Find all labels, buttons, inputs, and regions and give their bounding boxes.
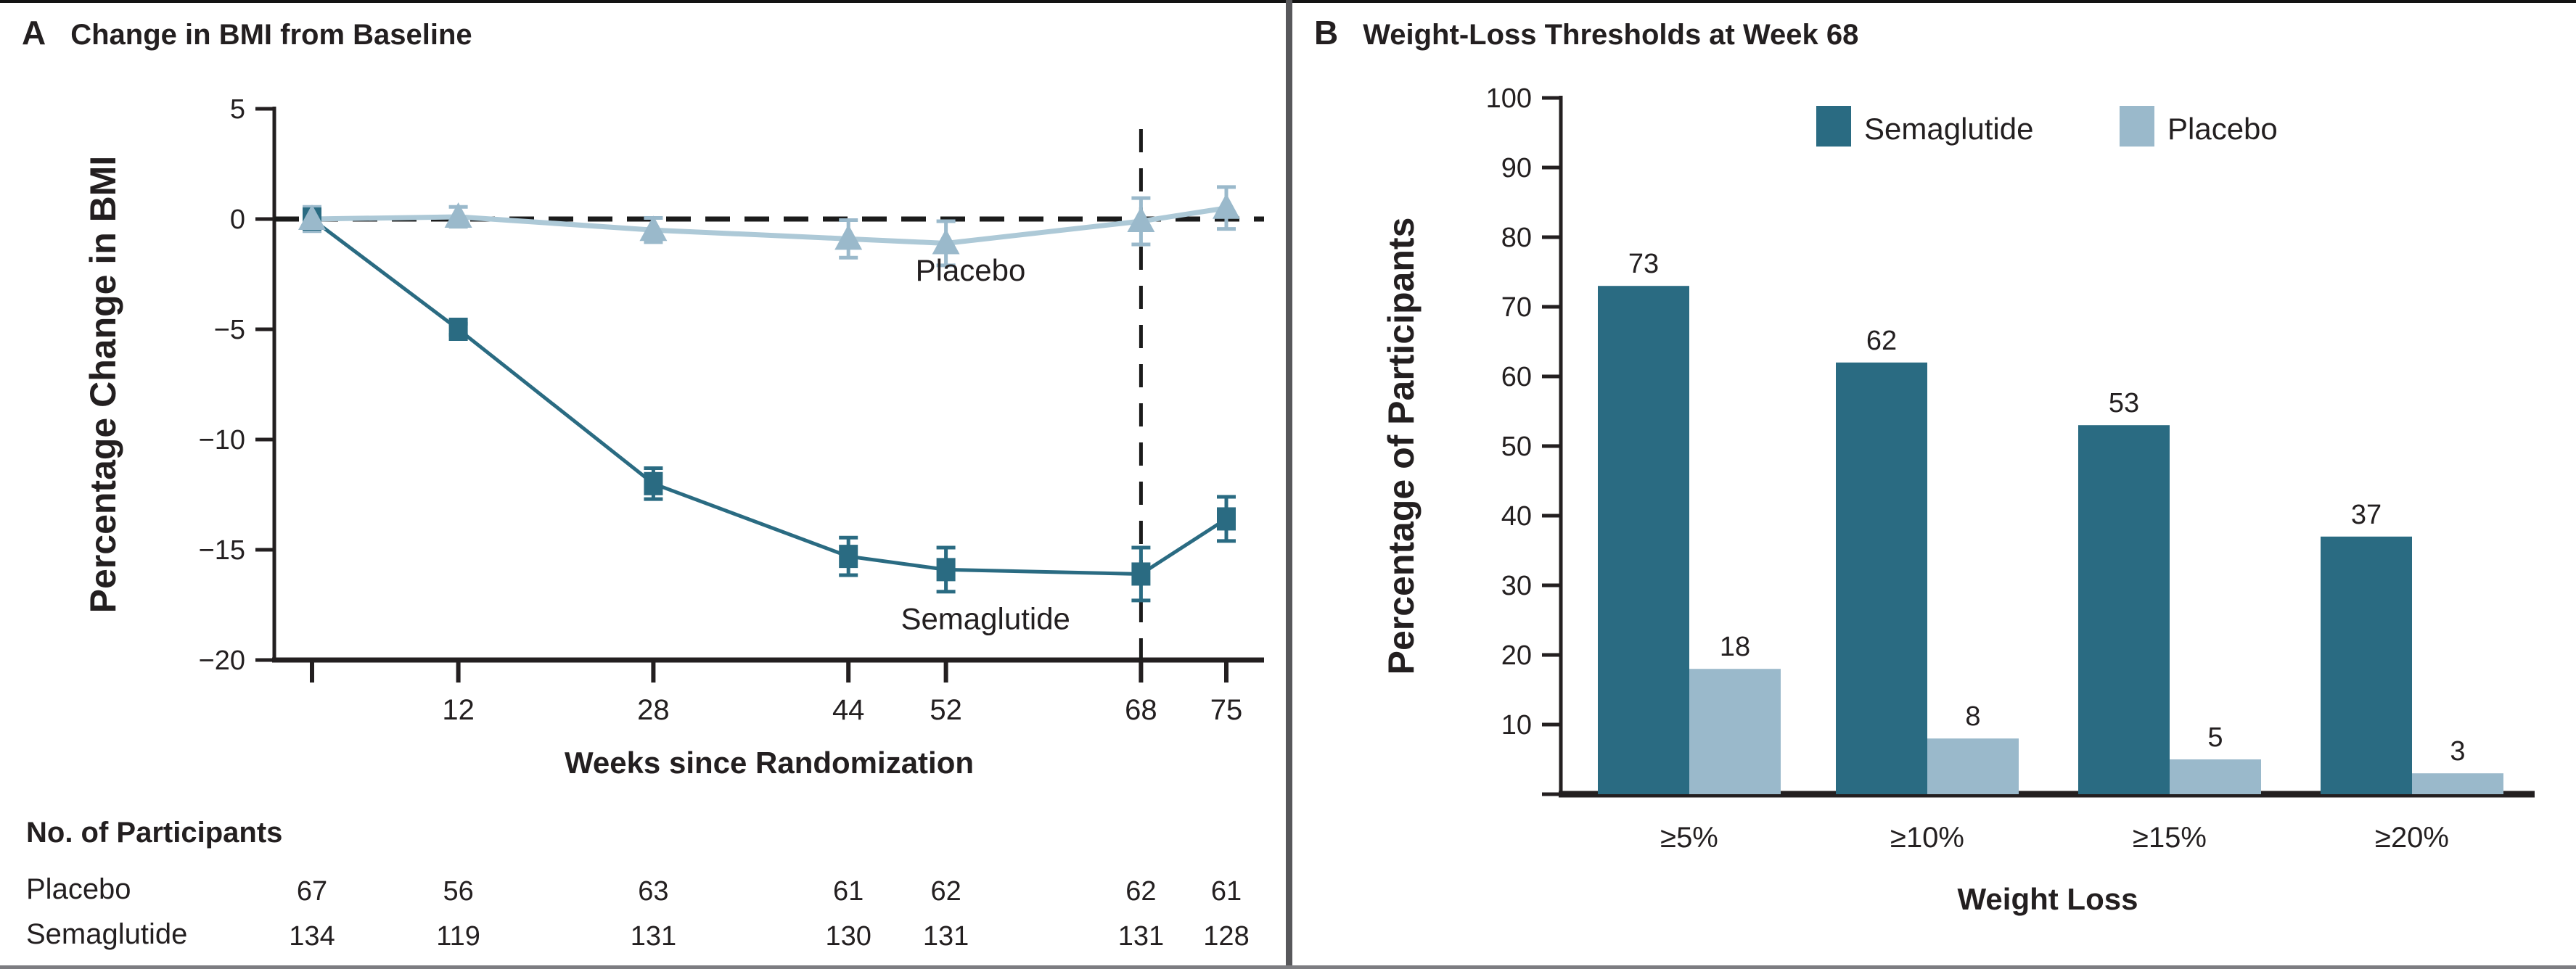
participants-count: 61 xyxy=(1211,876,1242,907)
semaglutide-bar xyxy=(1836,362,1927,794)
semaglutide-series-label: Semaglutide xyxy=(901,601,1070,635)
panel-a-chart: 5 0 −5 −10 −15 −20 12 28 44 52 68 75 Semaglutide Plac… xyxy=(199,94,1264,952)
x-tick-label: 68 xyxy=(1125,694,1157,726)
placebo-bar xyxy=(2170,759,2261,794)
placebo-series-label: Placebo xyxy=(916,253,1026,287)
panel-b-x-axis-label: Weight Loss xyxy=(1957,882,2138,916)
x-tick-label: 12 xyxy=(442,694,475,726)
semaglutide-bar xyxy=(1598,286,1689,794)
placebo-marker xyxy=(1213,193,1240,219)
participants-row-label-placebo: Placebo xyxy=(26,873,131,905)
y-tick-label: 5 xyxy=(230,94,245,125)
participants-count: 134 xyxy=(289,921,335,952)
x-tick-label: 52 xyxy=(930,694,962,726)
y-tick-label: −15 xyxy=(199,535,245,566)
y-tick-label: −20 xyxy=(199,646,245,676)
semaglutide-bar-value: 73 xyxy=(1628,249,1659,279)
category-label: ≥10% xyxy=(1890,822,1964,854)
placebo-marker xyxy=(298,205,326,230)
participants-count: 56 xyxy=(443,876,473,907)
placebo-marker xyxy=(639,215,668,242)
semaglutide-marker xyxy=(644,471,663,495)
category-label: ≥20% xyxy=(2375,822,2449,854)
category-label: ≥15% xyxy=(2133,822,2207,854)
panel-a-x-axis-label: Weeks since Randomization xyxy=(564,746,975,780)
placebo-marker xyxy=(834,224,863,250)
participants-count: 130 xyxy=(825,921,871,952)
y-tick-label: 60 xyxy=(1501,362,1532,392)
participants-table-header: No. of Participants xyxy=(26,817,283,849)
participants-count: 62 xyxy=(930,876,961,907)
panel-a-title-row: A Change in BMI from Baseline xyxy=(22,13,472,52)
panel-b-y-axis-label: Percentage of Participants xyxy=(1381,217,1422,675)
panel-divider xyxy=(1286,0,1292,969)
placebo-bar-value: 8 xyxy=(1965,701,1980,732)
placebo-bar xyxy=(1927,738,2019,794)
semaglutide-marker xyxy=(1217,507,1236,531)
y-tick-label: 40 xyxy=(1501,501,1532,532)
panel-b-title-row: B Weight-Loss Thresholds at Week 68 xyxy=(1314,13,1858,52)
participants-count: 131 xyxy=(923,921,969,952)
semaglutide-bar-value: 37 xyxy=(2351,500,2382,530)
participants-count: 119 xyxy=(436,921,480,952)
y-tick-label: 50 xyxy=(1501,432,1532,462)
semaglutide-marker xyxy=(448,318,468,341)
participants-count: 131 xyxy=(631,921,676,952)
panel-a-title: Change in BMI from Baseline xyxy=(70,19,472,51)
participants-count: 63 xyxy=(638,876,668,907)
semaglutide-marker xyxy=(936,558,956,582)
y-tick-label: 90 xyxy=(1501,153,1532,184)
placebo-bar-value: 18 xyxy=(1720,632,1750,662)
placebo-bar xyxy=(2412,773,2503,794)
panel-a-letter: A xyxy=(22,14,46,51)
y-tick-label: 0 xyxy=(230,205,245,235)
semaglutide-legend-swatch xyxy=(1816,106,1851,147)
placebo-marker xyxy=(1127,207,1155,233)
panel-a-y-axis-label: Percentage Change in BMI xyxy=(83,155,123,614)
placebo-legend-label: Placebo xyxy=(2167,112,2278,146)
participants-count: 62 xyxy=(1125,876,1156,907)
y-tick-label: −10 xyxy=(199,425,245,455)
y-tick-label: 30 xyxy=(1501,571,1532,601)
y-tick-label: −5 xyxy=(214,315,245,345)
placebo-legend-swatch xyxy=(2120,106,2154,147)
semaglutide-marker xyxy=(839,545,858,569)
participants-count: 67 xyxy=(297,876,327,907)
semaglutide-marker xyxy=(1131,562,1151,586)
semaglutide-bar xyxy=(2321,536,2412,794)
participants-row-label-semaglutide: Semaglutide xyxy=(26,918,188,950)
placebo-marker xyxy=(932,228,960,255)
panel-b-letter: B xyxy=(1314,14,1339,51)
y-tick-label: 80 xyxy=(1501,223,1532,253)
participants-count: 61 xyxy=(833,876,864,907)
participants-count: 128 xyxy=(1203,921,1249,952)
placebo-bar-value: 5 xyxy=(2207,722,2223,753)
placebo-marker xyxy=(444,202,472,228)
x-tick-label: 75 xyxy=(1210,694,1243,726)
semaglutide-legend-label: Semaglutide xyxy=(1864,112,2033,146)
semaglutide-bar-value: 62 xyxy=(1866,326,1897,356)
panel-b: 10 20 30 40 50 60 70 80 90 100 73 18 ≥5% 62 8 ≥10% 53 5 ≥1… xyxy=(1292,0,2576,969)
panel-b-chart: 10 20 30 40 50 60 70 80 90 100 73 18 ≥5% 62 8 ≥10% 53 5 ≥1… xyxy=(1486,83,2535,854)
y-tick-label: 100 xyxy=(1486,83,1532,114)
participants-count: 131 xyxy=(1118,921,1164,952)
panel-b-title: Weight-Loss Thresholds at Week 68 xyxy=(1363,19,1859,51)
y-tick-label: 10 xyxy=(1501,710,1532,741)
x-tick-label: 28 xyxy=(637,694,670,726)
category-label: ≥5% xyxy=(1660,822,1718,854)
y-tick-label: 70 xyxy=(1501,292,1532,323)
x-tick-label: 44 xyxy=(832,694,865,726)
bottom-border xyxy=(0,965,2576,969)
placebo-bar xyxy=(1689,669,1781,794)
semaglutide-bar xyxy=(2078,425,2170,794)
placebo-bar-value: 3 xyxy=(2450,736,2465,767)
y-tick-label: 20 xyxy=(1501,640,1532,671)
semaglutide-bar-value: 53 xyxy=(2109,388,2139,418)
semaglutide-line xyxy=(311,218,1228,576)
panel-a: 5 0 −5 −10 −15 −20 12 28 44 52 68 75 Semaglutide Plac… xyxy=(0,0,1286,969)
